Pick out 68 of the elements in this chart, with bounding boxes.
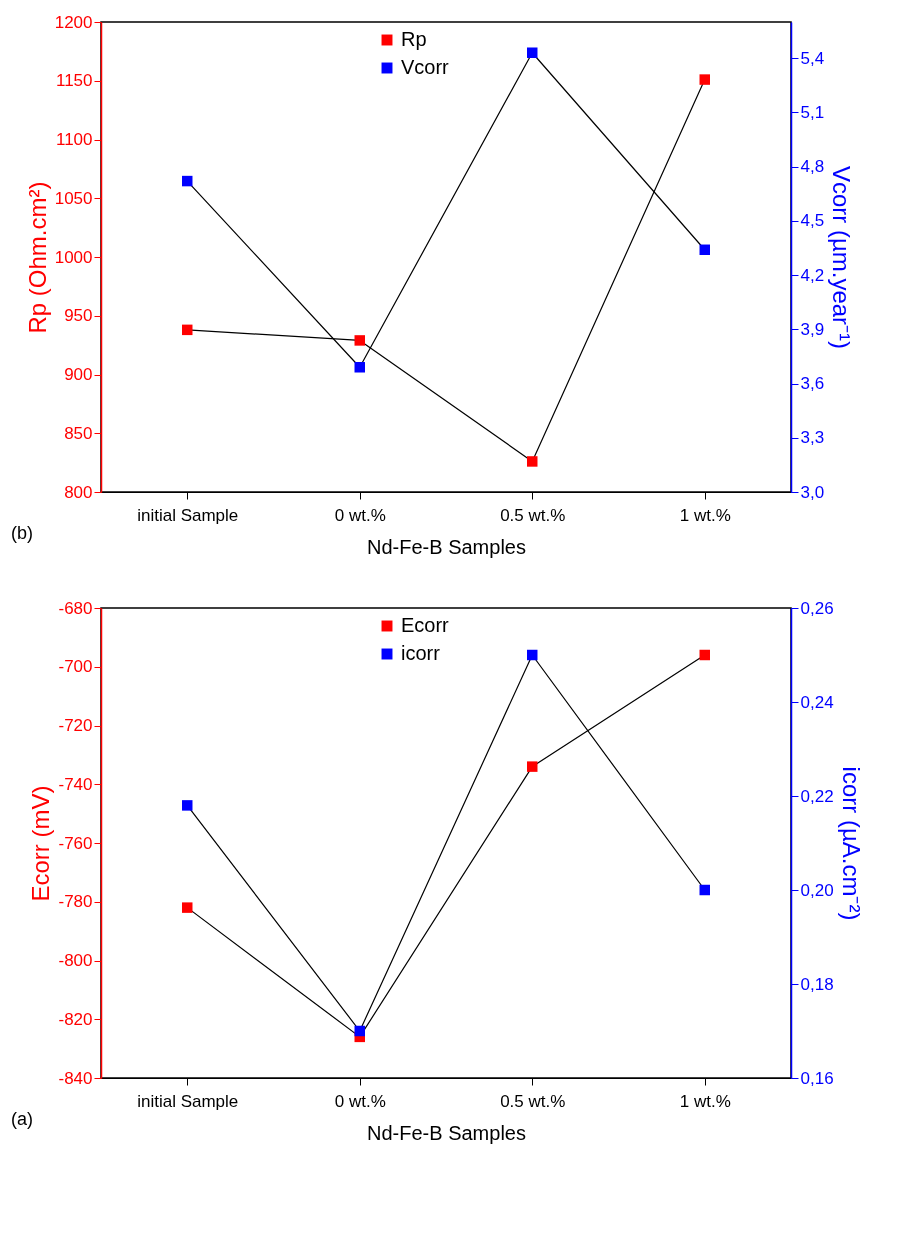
y-tick-label: 800 [64, 482, 93, 502]
text: (b) [11, 523, 33, 543]
y2-tick-label: 4,2 [800, 265, 825, 285]
point [699, 74, 710, 85]
point [182, 800, 193, 811]
point [182, 175, 193, 187]
legend-label: Vcorr [401, 56, 450, 78]
x-axis-title: Nd-Fe-B Samples [367, 535, 526, 558]
y-tick-label: -720 [58, 716, 93, 735]
legend-label: Ecorr [401, 614, 450, 636]
point [354, 335, 365, 346]
point [354, 362, 365, 373]
y2-tick-label: 5,1 [800, 102, 825, 122]
x-tick-label: 1 wt.% [679, 1091, 731, 1111]
point [699, 244, 710, 256]
point [699, 884, 710, 896]
y2-tick-label: 3,6 [800, 374, 825, 394]
y-tick-label: -840 [58, 1068, 93, 1088]
x-tick-label: 0 wt.% [334, 505, 386, 525]
y2-tick-label: 4,8 [800, 157, 825, 177]
y-tick-label: 850 [64, 423, 93, 443]
y-axis-title: Rp (Ohm.cm²) [23, 181, 51, 334]
point [527, 456, 538, 467]
y-tick-label: -820 [58, 1009, 93, 1029]
y-tick-label: -800 [58, 951, 93, 970]
x-tick-label: initial Sample [137, 505, 239, 525]
point [527, 649, 538, 661]
y2-axis-title: icorr (µA.cm⁻²) [837, 766, 865, 921]
y2-tick-label: 5,4 [800, 48, 825, 68]
y-tick-label: -680 [58, 598, 93, 618]
y-tick-label: 1200 [54, 12, 93, 32]
x-tick-label: 0.5 wt.% [500, 505, 566, 525]
y2-tick-label: 4,5 [800, 211, 825, 231]
y2-tick-label: 3,3 [800, 428, 825, 448]
y2-tick-label: 0,18 [800, 974, 834, 994]
y-tick-label: -780 [58, 892, 93, 912]
y-tick-label: 1000 [54, 247, 93, 267]
y-tick-label: -740 [58, 774, 93, 794]
x-tick-label: 1 wt.% [679, 505, 731, 525]
point [182, 902, 193, 913]
y2-axis-title: Vcorr (µm.year⁻¹) [828, 165, 856, 350]
y2-tick-label: 0,22 [800, 786, 834, 806]
y-tick-label: 950 [64, 306, 93, 326]
point [527, 761, 538, 772]
y-tick-label: 1050 [54, 188, 93, 208]
point [527, 47, 538, 58]
x-axis-title: Nd-Fe-B Samples [367, 1121, 526, 1144]
legend-label: Rp [401, 28, 427, 50]
y2-tick-label: 3,9 [800, 319, 825, 339]
y-tick-label: 900 [64, 365, 93, 384]
y2-tick-label: 0,26 [800, 598, 834, 618]
y2-tick-label: 0,20 [800, 880, 834, 900]
point [699, 649, 710, 661]
y2-tick-label: 3,0 [800, 482, 825, 502]
legend-label: icorr [401, 642, 441, 664]
x-tick-label: 0.5 wt.% [500, 1091, 566, 1111]
y-tick-label: 1100 [55, 130, 93, 149]
y-tick-label: -700 [58, 657, 93, 677]
y-tick-label: -760 [58, 833, 93, 853]
y-axis-title: Ecorr (mV) [27, 785, 55, 902]
text: (a) [11, 1109, 33, 1129]
y2-tick-label: 0,24 [800, 692, 834, 712]
y2-tick-label: 0,16 [800, 1068, 834, 1088]
y-tick-label: 1150 [55, 71, 93, 91]
point [182, 324, 193, 336]
x-tick-label: 0 wt.% [334, 1091, 386, 1111]
x-tick-label: initial Sample [137, 1091, 239, 1111]
point [354, 1025, 365, 1037]
